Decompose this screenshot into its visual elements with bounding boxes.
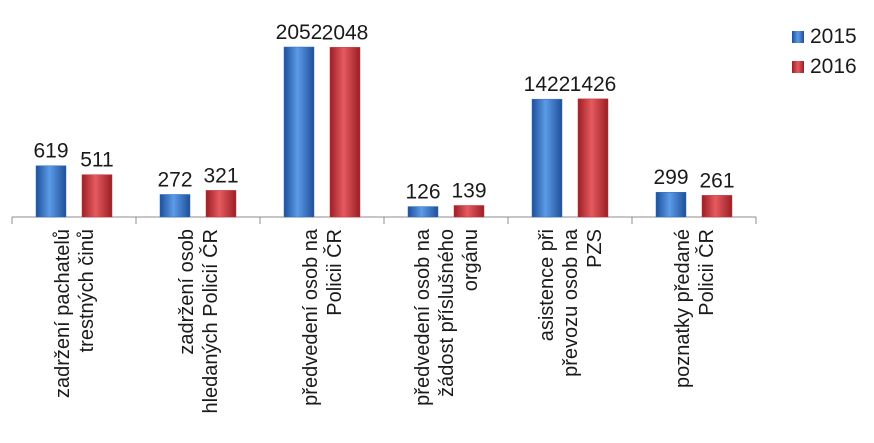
axis-layer [11,216,757,224]
data-label-2016-4: 1426 [570,73,617,96]
bar-2016-3 [453,205,485,218]
category-label-5-line-0: poznatky předané [672,229,694,388]
category-label-0-line-0: zadržení pachatelů [52,229,74,398]
bar-2016-2 [329,47,361,218]
bar-2016-1 [205,190,237,218]
bar-2016-4 [577,98,609,218]
category-label-3-line-0: předvedení osob na [412,228,434,406]
data-label-2015-0: 619 [33,140,68,163]
data-label-2016-0: 511 [80,149,113,172]
data-label-2015-1: 272 [157,168,192,191]
bar-2015-5 [655,191,687,218]
category-label-2-line-1: Policii ČR [323,229,346,316]
legend-item-2015: 2015 [792,22,857,52]
category-label-3-line-2: orgánu [460,229,482,291]
data-label-2015-2: 2052 [276,21,323,44]
bar-2016-5 [701,195,733,218]
category-label-1-line-1: hledaných Policií ČR [199,229,222,414]
legend-label-2015: 2015 [810,25,857,48]
chart-legend: 2015 2016 [792,22,857,82]
legend-swatch-2016 [792,61,804,73]
category-label-4-line-0: asistence při [536,229,558,341]
legend-label-2016: 2016 [810,55,857,78]
bar-2015-2 [283,46,315,218]
category-label-4-line-2: PZS [584,229,606,268]
legend-item-2016: 2016 [792,52,857,82]
data-label-2016-3: 139 [451,179,486,202]
data-label-2016-1: 321 [203,164,238,187]
data-label-2015-5: 299 [653,166,688,189]
category-label-1-line-0: zadržení osob [176,229,198,355]
category-label-5-line-1: Policii ČR [695,229,718,316]
bar-2015-1 [159,194,191,218]
category-label-3-line-1: žádost příslušného [436,229,458,397]
bar-2015-0 [35,165,67,218]
bars-layer [35,46,733,218]
bar-2015-4 [531,98,563,218]
legend-swatch-2015 [792,31,804,43]
category-label-4-line-1: převozu osob na [560,228,582,377]
data-label-2015-4: 1422 [524,73,571,96]
category-label-0-line-1: trestných činů [76,229,98,352]
data-label-2016-5: 261 [699,169,734,192]
data-label-2015-3: 126 [405,181,440,204]
bar-2015-3 [407,206,439,218]
data-label-2016-2: 2048 [322,21,369,44]
labels-layer: 619 511 272 321 2052 2048 126 139 1422 1426 299 261 [33,21,734,204]
category-labels-layer: zadržení pachatelů trestných činů zadržení… [52,228,718,413]
bar-2016-0 [81,174,113,218]
category-label-2-line-0: předvedení osob na [300,228,322,406]
